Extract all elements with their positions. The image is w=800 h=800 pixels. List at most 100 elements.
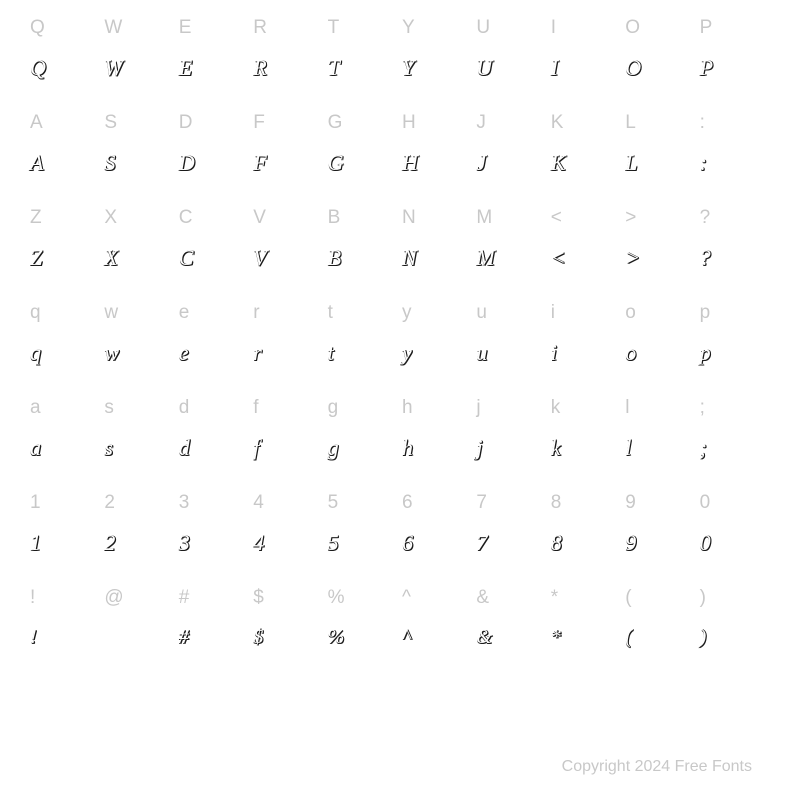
font-glyph: 9 — [625, 532, 636, 554]
glyph-cell: kk — [549, 398, 623, 493]
font-glyph: K — [551, 152, 566, 174]
glyph-cell: (( — [623, 588, 697, 683]
glyph-cell: GG — [326, 113, 400, 208]
glyph-cell: YY — [400, 18, 474, 113]
glyph-cell: dd — [177, 398, 251, 493]
font-glyph: f — [253, 437, 259, 459]
glyph-cell: DD — [177, 113, 251, 208]
glyph-cell: TT — [326, 18, 400, 113]
glyph-cell: !! — [28, 588, 102, 683]
font-glyph: ( — [625, 627, 632, 647]
glyph-cell: hh — [400, 398, 474, 493]
key-character: i — [551, 303, 555, 322]
glyph-cell: %% — [326, 588, 400, 683]
font-glyph: L — [625, 152, 637, 174]
glyph-cell: EE — [177, 18, 251, 113]
font-glyph: S — [104, 152, 115, 174]
font-glyph: w — [104, 342, 119, 364]
glyph-cell: ?? — [698, 208, 772, 303]
key-character: p — [700, 303, 711, 322]
glyph-cell: @ — [102, 588, 176, 683]
glyph-cell: NN — [400, 208, 474, 303]
font-glyph: T — [328, 57, 340, 79]
key-character: 8 — [551, 493, 562, 512]
key-character: W — [104, 18, 122, 37]
key-character: L — [625, 113, 636, 132]
font-glyph: t — [328, 342, 334, 364]
font-glyph: ? — [700, 247, 711, 269]
key-character: K — [551, 113, 564, 132]
font-glyph: 5 — [328, 532, 339, 554]
glyph-cell: WW — [102, 18, 176, 113]
font-glyph: 4 — [253, 532, 264, 554]
font-glyph: ) — [700, 627, 707, 647]
font-glyph: N — [402, 247, 417, 269]
font-glyph: & — [476, 627, 492, 647]
key-character: 4 — [253, 493, 264, 512]
glyph-cell: 33 — [177, 493, 251, 588]
glyph-cell: )) — [698, 588, 772, 683]
font-glyph: # — [179, 627, 189, 647]
glyph-cell: jj — [474, 398, 548, 493]
font-glyph: C — [179, 247, 194, 269]
key-character: 5 — [328, 493, 339, 512]
key-character: q — [30, 303, 41, 322]
glyph-cell: JJ — [474, 113, 548, 208]
key-character: ) — [700, 588, 706, 607]
key-character: s — [104, 398, 114, 417]
key-character: y — [402, 303, 412, 322]
font-glyph: 7 — [476, 532, 487, 554]
key-character: ! — [30, 588, 35, 607]
font-glyph: p — [700, 342, 711, 364]
key-character: O — [625, 18, 640, 37]
glyph-cell: && — [474, 588, 548, 683]
font-glyph: < — [551, 247, 566, 269]
key-character: A — [30, 113, 43, 132]
key-character: X — [104, 208, 117, 227]
font-glyph: F — [253, 152, 266, 174]
key-character: U — [476, 18, 490, 37]
key-character: 2 — [104, 493, 115, 512]
key-character: T — [328, 18, 340, 37]
key-character: R — [253, 18, 267, 37]
key-character: E — [179, 18, 192, 37]
glyph-cell: ii — [549, 303, 623, 398]
glyph-cell: RR — [251, 18, 325, 113]
glyph-cell: HH — [400, 113, 474, 208]
glyph-cell: AA — [28, 113, 102, 208]
glyph-cell: 11 — [28, 493, 102, 588]
key-character: I — [551, 18, 556, 37]
glyph-cell: rr — [251, 303, 325, 398]
font-glyph: X — [104, 247, 117, 269]
key-character: e — [179, 303, 190, 322]
key-character: g — [328, 398, 339, 417]
key-character: J — [476, 113, 486, 132]
key-character: : — [700, 113, 705, 132]
glyph-cell: uu — [474, 303, 548, 398]
key-character: < — [551, 208, 562, 227]
glyph-cell: 66 — [400, 493, 474, 588]
glyph-cell: oo — [623, 303, 697, 398]
font-glyph: q — [30, 342, 41, 364]
font-glyph: h — [402, 437, 413, 459]
font-glyph: B — [328, 247, 341, 269]
key-character: V — [253, 208, 266, 227]
glyph-cell: yy — [400, 303, 474, 398]
font-glyph: u — [476, 342, 487, 364]
font-glyph: M — [476, 247, 494, 269]
font-glyph: $ — [253, 627, 263, 647]
copyright-footer: Copyright 2024 Free Fonts — [562, 758, 752, 776]
key-character: G — [328, 113, 343, 132]
key-character: k — [551, 398, 561, 417]
glyph-cell: II — [549, 18, 623, 113]
font-glyph: y — [402, 342, 412, 364]
key-character: j — [476, 398, 480, 417]
font-glyph: Z — [30, 247, 42, 269]
font-glyph: o — [625, 342, 636, 364]
glyph-cell: MM — [474, 208, 548, 303]
font-glyph: J — [476, 152, 486, 174]
font-glyph: W — [104, 57, 122, 79]
key-character: d — [179, 398, 190, 417]
glyph-cell: ee — [177, 303, 251, 398]
key-character: B — [328, 208, 341, 227]
